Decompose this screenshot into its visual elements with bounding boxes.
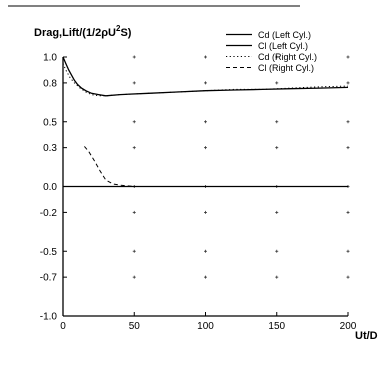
series-line-4 — [84, 146, 348, 187]
x-tick-label: 50 — [129, 321, 141, 332]
y-tick-label: 0.5 — [43, 117, 57, 128]
y-tick-label: 0.8 — [43, 78, 57, 89]
x-tick-label: 150 — [268, 321, 285, 332]
legend-label: Cl (Right Cyl.) — [258, 63, 314, 73]
legend: Cd (Left Cyl.)Cl (Left Cyl.)Cd (Right Cy… — [226, 30, 317, 73]
series-line-1 — [62, 56, 349, 97]
y-axis-label-sup: 2 — [116, 24, 121, 33]
x-axis-label: Ut/D — [355, 330, 378, 342]
y-tick-label: 1.0 — [43, 53, 57, 64]
series-layer — [62, 56, 349, 188]
legend-label: Cl (Left Cyl.) — [258, 41, 308, 51]
x-ticks: 0 50 100 150 200 — [60, 312, 357, 332]
y-tick-label: 0.0 — [43, 182, 57, 193]
y-axis-label-main: Drag,Lift/(1/2ρU — [34, 27, 116, 39]
legend-label: Cd (Right Cyl.) — [258, 52, 317, 62]
y-axis-label-tail: S) — [120, 27, 131, 39]
y-tick-label: -1.0 — [40, 312, 58, 323]
y-tick-label: 0.3 — [43, 143, 57, 154]
x-tick-label: 200 — [340, 321, 357, 332]
y-tick-label: -0.2 — [40, 208, 58, 219]
y-axis-label: Drag,Lift/(1/2ρU2S) — [34, 24, 132, 39]
y-tick-label: -0.5 — [40, 247, 58, 258]
legend-label: Cd (Left Cyl.) — [258, 30, 311, 40]
y-tick-label: -0.7 — [40, 273, 58, 284]
x-tick-label: 0 — [60, 321, 66, 332]
y-ticks: 1.0 0.8 0.5 0.3 0.0 -0.2 -0.5 -0.7 -1.0 — [40, 53, 67, 323]
x-tick-label: 100 — [197, 321, 214, 332]
grid-dots — [132, 55, 350, 279]
